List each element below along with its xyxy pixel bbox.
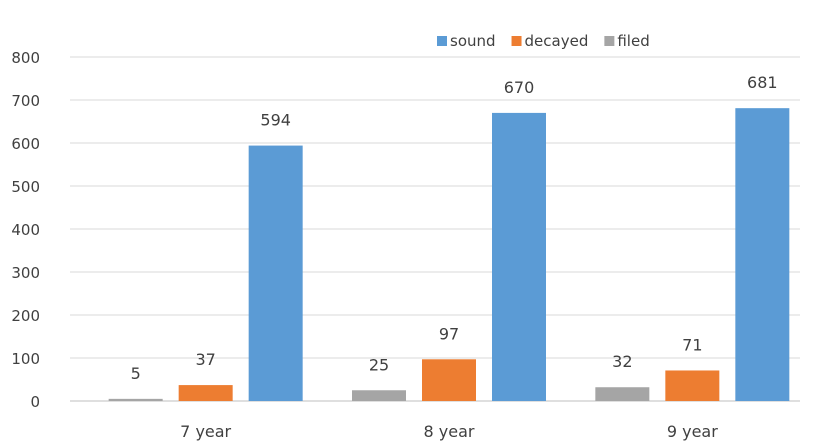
x-category-label: 9 year — [667, 422, 718, 441]
data-label-filed: 25 — [369, 355, 389, 374]
legend: sound decayed filed — [437, 32, 650, 50]
data-label-sound: 681 — [747, 73, 778, 92]
y-tick-label: 300 — [11, 264, 40, 282]
data-label-decayed: 71 — [682, 335, 702, 354]
legend-label-decayed: decayed — [525, 32, 589, 50]
data-label-sound: 594 — [260, 111, 291, 130]
bar-sound — [735, 108, 790, 402]
data-label-filed: 32 — [612, 352, 632, 371]
y-tick-label: 400 — [11, 221, 40, 239]
data-label-decayed: 97 — [439, 324, 459, 343]
data-label-decayed: 37 — [195, 350, 215, 369]
data-labels: 5 37 594 25 97 670 32 71 681 — [131, 73, 778, 383]
y-tick-label: 0 — [30, 393, 40, 411]
y-axis-ticks: 0 100 200 300 400 500 600 700 800 — [11, 49, 40, 411]
bar-filed — [595, 387, 650, 401]
bar-decayed — [422, 359, 476, 401]
bar-sound — [248, 145, 303, 401]
y-tick-label: 100 — [11, 350, 40, 368]
legend-label-sound: sound — [450, 32, 496, 50]
y-tick-label: 600 — [11, 135, 40, 153]
legend-swatch-filed — [604, 36, 615, 46]
x-category-label: 8 year — [424, 422, 475, 441]
bar-filed — [108, 398, 163, 401]
legend-swatch-sound — [437, 36, 447, 46]
data-label-sound: 670 — [504, 78, 535, 97]
y-tick-label: 500 — [11, 178, 40, 196]
bar-decayed — [178, 385, 233, 401]
x-category-label: 7 year — [180, 422, 231, 441]
bar-decayed — [665, 370, 720, 401]
gridlines — [70, 56, 800, 402]
data-label-filed: 5 — [131, 364, 141, 383]
y-tick-label: 700 — [11, 92, 40, 110]
bar-sound — [492, 112, 546, 402]
legend-label-filed: filed — [617, 32, 649, 50]
legend-swatch-decayed — [511, 36, 522, 46]
bars — [108, 108, 790, 402]
y-tick-label: 200 — [11, 307, 40, 325]
bar-filed — [352, 390, 406, 401]
x-axis-categories: 7 year 8 year 9 year — [180, 422, 718, 441]
y-tick-label: 800 — [11, 49, 40, 67]
